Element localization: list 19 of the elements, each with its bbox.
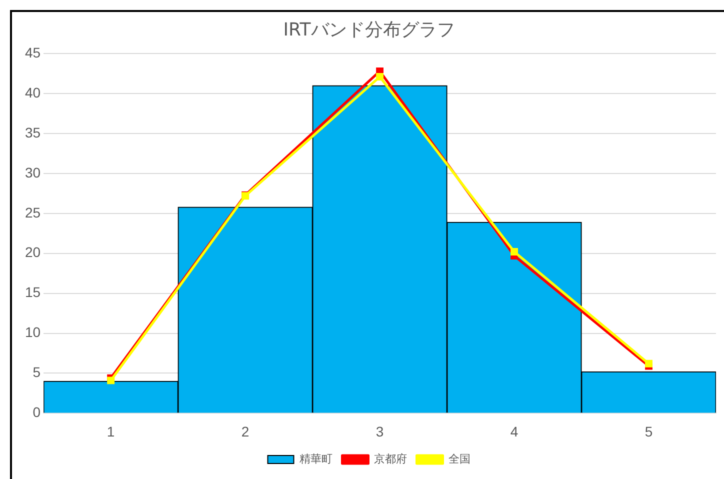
legend-label: 精華町 xyxy=(299,452,332,466)
y-tick-label: 45 xyxy=(24,44,41,60)
y-tick-label: 0 xyxy=(32,404,41,420)
y-tick-label: 35 xyxy=(24,124,41,140)
x-tick-label: 1 xyxy=(106,423,115,440)
y-tick-label: 40 xyxy=(24,84,41,100)
x-tick-label: 2 xyxy=(241,423,250,440)
chart-title: IRTバンド分布グラフ xyxy=(283,19,455,40)
y-tick-label: 5 xyxy=(32,364,41,380)
y-tick-label: 15 xyxy=(24,284,41,300)
x-tick-label: 3 xyxy=(376,423,384,440)
y-tick-label: 25 xyxy=(24,204,41,220)
legend-label: 全国 xyxy=(448,454,470,466)
y-tick-label: 20 xyxy=(24,244,41,260)
y-tick-label: 30 xyxy=(24,164,41,180)
legend-label: 京都府 xyxy=(374,452,407,466)
x-tick-label: 4 xyxy=(510,423,518,440)
y-tick-label: 10 xyxy=(24,324,41,340)
x-tick-label: 5 xyxy=(644,423,653,440)
